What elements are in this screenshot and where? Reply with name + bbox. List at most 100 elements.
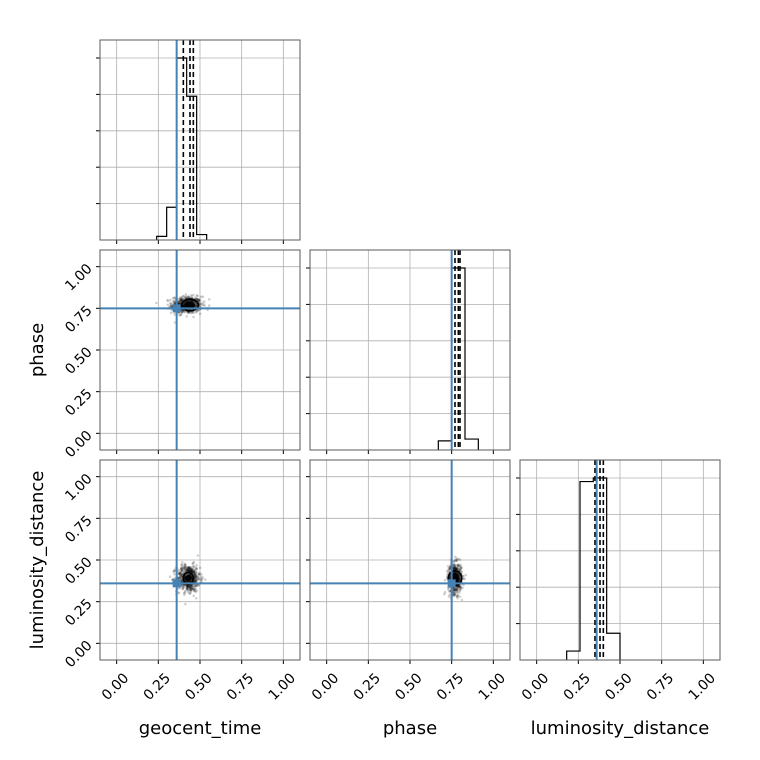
sample-point (454, 567, 457, 571)
sample-point (185, 586, 189, 590)
sample-point (191, 585, 195, 589)
sample-point (198, 566, 202, 570)
sample-point (179, 313, 183, 317)
sample-point (187, 566, 191, 569)
sample-point (187, 568, 191, 571)
sample-point (456, 566, 459, 570)
sample-point (456, 589, 460, 593)
sample-point (195, 567, 199, 571)
sample-point (186, 295, 190, 299)
sample-point (194, 571, 198, 575)
sample-point (447, 595, 451, 598)
sample-point (196, 576, 200, 579)
sample-point (181, 587, 185, 591)
sample-point (456, 594, 460, 597)
sample-point (179, 313, 182, 317)
sample-point (182, 567, 185, 571)
sample-point (458, 578, 461, 582)
sample-point (190, 585, 194, 589)
sample-point (193, 579, 197, 583)
sample-point (182, 302, 186, 305)
sample-point (183, 296, 187, 299)
sample-point (195, 309, 199, 313)
sample-point (169, 311, 173, 315)
sample-point (169, 302, 172, 306)
sample-point (178, 574, 182, 578)
sample-point (182, 304, 185, 307)
sample-point (185, 586, 189, 590)
sample-point (203, 300, 206, 303)
sample-point (186, 584, 190, 587)
sample-point (194, 575, 198, 578)
sample-point (185, 587, 189, 591)
sample-point (195, 570, 198, 574)
x-axis-label: geocent_time (139, 718, 262, 739)
sample-point (200, 575, 203, 578)
sample-point (172, 570, 175, 574)
sample-point (185, 569, 189, 573)
sample-point (178, 297, 182, 301)
sample-point (190, 584, 193, 588)
sample-point (177, 301, 180, 304)
sample-point (458, 585, 462, 589)
sample-point (180, 298, 184, 302)
sample-point (185, 569, 188, 572)
sample-point (457, 586, 460, 589)
sample-point (180, 565, 183, 568)
sample-point (452, 562, 456, 566)
sample-point (180, 310, 183, 314)
sample-point (188, 569, 192, 573)
sample-point (190, 570, 193, 573)
sample-point (188, 566, 191, 570)
sample-point (187, 584, 190, 588)
sample-point (184, 567, 187, 570)
sample-point (464, 573, 468, 577)
sample-point (192, 561, 195, 565)
sample-point (196, 309, 200, 312)
sample-point (180, 569, 184, 573)
sample-point (458, 595, 462, 599)
sample-point (456, 567, 459, 571)
sample-point (194, 584, 197, 587)
sample-point (195, 575, 198, 579)
sample-point (459, 567, 463, 570)
sample-point (188, 311, 191, 315)
sample-point (179, 571, 182, 574)
sample-point (182, 569, 186, 573)
sample-point (166, 299, 169, 302)
sample-point (197, 578, 200, 581)
sample-point (204, 578, 207, 581)
sample-point (189, 569, 193, 572)
truth-marker (172, 304, 181, 313)
sample-point (178, 576, 181, 580)
sample-point (191, 567, 195, 571)
sample-point (186, 590, 190, 594)
sample-point (453, 567, 457, 570)
y-tick-label: 0.75 (62, 303, 95, 336)
sample-point (452, 590, 455, 593)
sample-point (187, 566, 191, 569)
sample-point (185, 315, 188, 318)
sample-point (193, 572, 197, 575)
sample-point (196, 308, 200, 312)
sample-point (182, 585, 185, 589)
sample-point (454, 566, 457, 570)
sample-point (452, 592, 456, 596)
sample-point (183, 589, 187, 593)
y-tick-label: 0.50 (62, 554, 95, 587)
sample-point (452, 559, 456, 563)
sample-point (197, 577, 201, 580)
sample-point (182, 585, 186, 589)
sample-point (193, 568, 197, 571)
sample-point (192, 564, 195, 568)
sample-point (194, 579, 197, 582)
sample-point (178, 299, 181, 303)
sample-point (189, 585, 192, 588)
sample-point (188, 584, 191, 588)
sample-point (453, 594, 456, 597)
sample-point (458, 578, 462, 581)
sample-point (195, 297, 198, 300)
sample-point (458, 591, 461, 594)
sample-point (193, 569, 197, 573)
sample-point (193, 572, 196, 575)
